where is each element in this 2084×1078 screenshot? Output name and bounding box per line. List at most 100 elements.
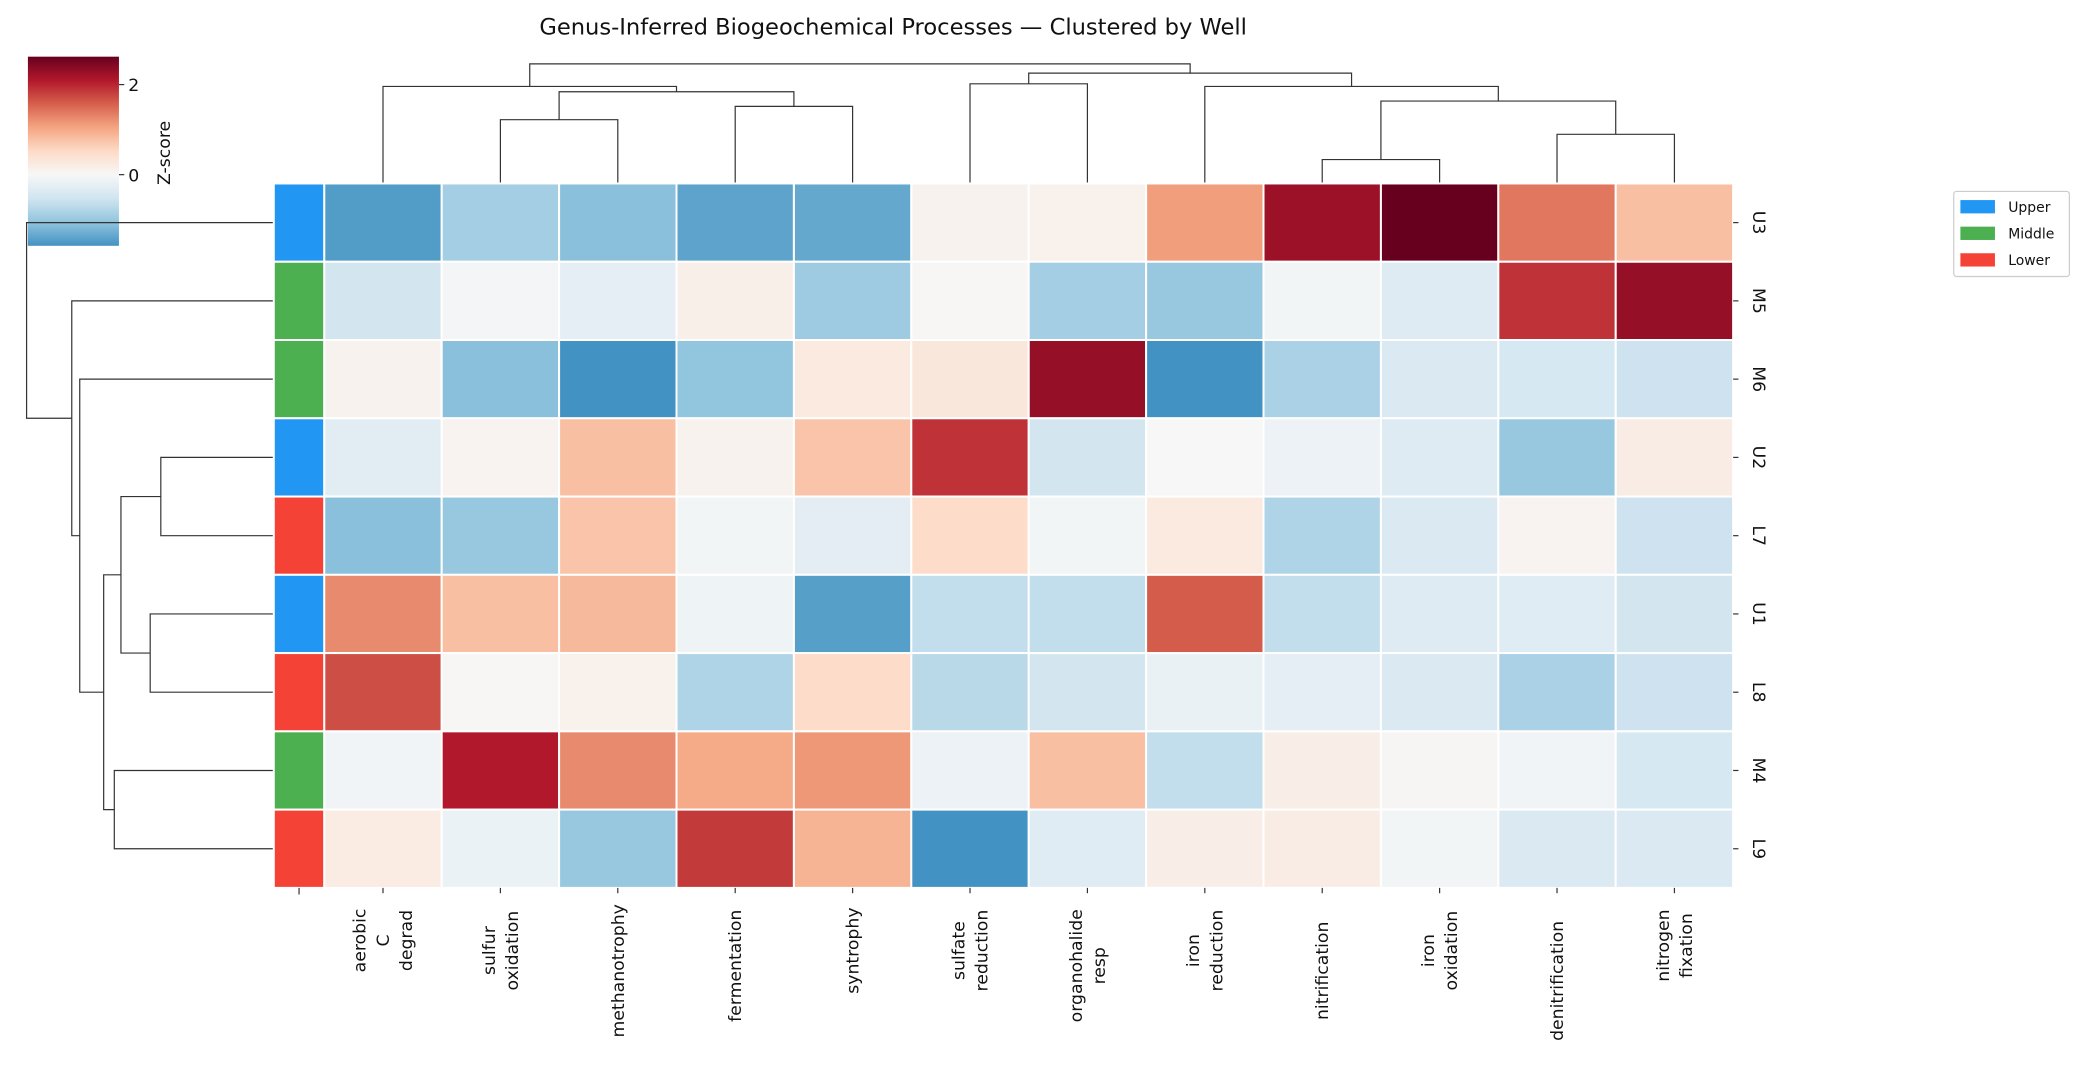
heatmap-cell bbox=[558, 417, 678, 498]
dendrogram-link bbox=[558, 91, 795, 120]
colorbar-tick-label: 2 bbox=[128, 76, 139, 96]
row-color-cell bbox=[272, 808, 326, 889]
dendrogram-link bbox=[382, 85, 678, 184]
heatmap-cell bbox=[1027, 339, 1148, 420]
heatmap-cell bbox=[1497, 652, 1617, 733]
row-dendrogram bbox=[25, 222, 274, 850]
dendrogram-link bbox=[149, 613, 274, 693]
heatmap-cell bbox=[910, 417, 1030, 498]
dendrogram-link bbox=[113, 769, 274, 850]
heatmap-cell bbox=[1379, 573, 1500, 655]
colorbar-label: Z-score bbox=[155, 121, 175, 185]
heatmap-cell bbox=[1262, 730, 1382, 811]
column-dendrogram bbox=[382, 63, 1676, 184]
heatmap-cell bbox=[910, 808, 1030, 889]
heatmap-cell bbox=[1379, 417, 1500, 498]
row-label: U1 bbox=[1748, 602, 1768, 626]
dendrogram-link bbox=[499, 119, 619, 184]
row-colors bbox=[272, 182, 326, 895]
row-color-cell bbox=[272, 260, 326, 342]
heatmap-cell bbox=[1497, 182, 1617, 263]
heatmap-cell bbox=[558, 730, 678, 811]
heatmap-cell bbox=[675, 260, 795, 342]
heatmap-cell bbox=[910, 573, 1030, 655]
dendrogram-link bbox=[120, 495, 161, 654]
dendrogram-link bbox=[103, 574, 121, 811]
row-label: L8 bbox=[1748, 682, 1768, 703]
heatmap-cell bbox=[1497, 495, 1617, 576]
row-color-cell bbox=[272, 339, 326, 420]
heatmap-cell bbox=[675, 495, 795, 576]
column-label: nitrification bbox=[1313, 922, 1333, 1020]
heatmap-cell bbox=[675, 652, 795, 733]
heatmap-cell bbox=[1145, 730, 1265, 811]
heatmap-cell bbox=[1262, 652, 1382, 733]
column-label-line: fermentation bbox=[726, 910, 746, 1022]
heatmap-cell bbox=[1614, 182, 1735, 263]
column-label-line: methanotrophy bbox=[609, 904, 629, 1037]
heatmap-cell bbox=[1145, 182, 1265, 263]
heatmap-cell bbox=[1614, 808, 1735, 889]
column-label-line: oxidation bbox=[1442, 911, 1462, 991]
heatmap-cell bbox=[1379, 652, 1500, 733]
heatmap-cell bbox=[558, 808, 678, 889]
heatmap-cell bbox=[1262, 573, 1382, 655]
heatmap-cell bbox=[323, 652, 443, 733]
heatmap-cell bbox=[675, 573, 795, 655]
heatmap-cell bbox=[558, 339, 678, 420]
heatmap-cell bbox=[323, 573, 443, 655]
row-label: U2 bbox=[1748, 446, 1768, 470]
dendrogram-link bbox=[160, 456, 274, 537]
heatmap-cell bbox=[1027, 182, 1148, 263]
heatmap-cell bbox=[1379, 182, 1500, 263]
heatmap-cell bbox=[558, 573, 678, 655]
column-label: nitrogen fixation bbox=[1654, 909, 1697, 981]
dendrogram-link bbox=[25, 222, 274, 419]
heatmap-cell bbox=[1379, 808, 1500, 889]
row-color-cell bbox=[272, 652, 326, 733]
heatmap-cell bbox=[792, 730, 913, 811]
heatmap-cell bbox=[1497, 808, 1617, 889]
heatmap-cell bbox=[1027, 808, 1148, 889]
heatmap-cell bbox=[1614, 573, 1735, 655]
heatmap-cell bbox=[1027, 260, 1148, 342]
column-label-line: nitrogen bbox=[1654, 909, 1674, 981]
heatmap-cell bbox=[1027, 652, 1148, 733]
heatmap-cell bbox=[1262, 182, 1382, 263]
heatmap-cell bbox=[910, 495, 1030, 576]
heatmap-cell bbox=[792, 417, 913, 498]
dendrogram-link bbox=[969, 83, 1089, 184]
heatmap-cell bbox=[1497, 730, 1617, 811]
heatmap-cell bbox=[440, 417, 561, 498]
heatmap-cell bbox=[1379, 339, 1500, 420]
heatmap-cell bbox=[1145, 573, 1265, 655]
heatmap-cells bbox=[323, 182, 1735, 889]
row-color-cell bbox=[272, 573, 326, 655]
heatmap-cell bbox=[910, 652, 1030, 733]
heatmap-cell bbox=[1145, 417, 1265, 498]
heatmap-cell bbox=[1379, 260, 1500, 342]
heatmap-cell bbox=[1497, 260, 1617, 342]
column-label-line: fixation bbox=[1677, 913, 1697, 978]
legend-label: Lower bbox=[2008, 253, 2050, 269]
heatmap-cell bbox=[1614, 339, 1735, 420]
column-label-line: sulfur bbox=[480, 925, 500, 975]
dendrogram-link bbox=[1556, 133, 1676, 184]
heatmap-cell bbox=[675, 730, 795, 811]
column-label-line: syntrophy bbox=[844, 907, 864, 993]
heatmap-cell bbox=[792, 495, 913, 576]
column-label: iron reduction bbox=[1184, 910, 1227, 992]
dendrogram-link bbox=[1380, 100, 1617, 160]
heatmap-cell bbox=[558, 260, 678, 342]
heatmap-cell bbox=[1497, 417, 1617, 498]
row-label: U3 bbox=[1748, 211, 1768, 235]
heatmap-cell bbox=[323, 495, 443, 576]
heatmap-cell bbox=[1614, 730, 1735, 811]
heatmap-cell bbox=[440, 182, 561, 263]
heatmap-cell bbox=[792, 182, 913, 263]
column-label: iron oxidation bbox=[1419, 911, 1462, 991]
heatmap-cell bbox=[1145, 808, 1265, 889]
colorbar-tick-label: 0 bbox=[128, 166, 139, 186]
